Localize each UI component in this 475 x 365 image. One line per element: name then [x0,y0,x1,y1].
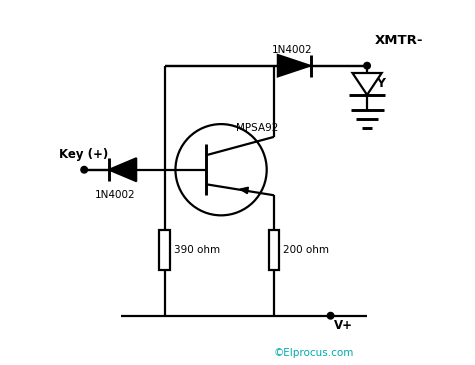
Polygon shape [278,55,311,77]
Text: MPSA92: MPSA92 [236,123,278,133]
Polygon shape [240,187,248,193]
Circle shape [364,62,370,69]
Bar [159,230,170,270]
Circle shape [81,166,87,173]
Text: Y: Y [376,77,385,90]
Text: ©Elprocus.com: ©Elprocus.com [274,348,354,358]
Text: XMTR-: XMTR- [374,34,423,47]
Polygon shape [352,73,382,95]
Polygon shape [109,158,136,181]
Text: 1N4002: 1N4002 [95,190,135,200]
Circle shape [327,312,334,319]
Text: 390 ohm: 390 ohm [174,245,220,255]
Text: Key (+): Key (+) [58,147,108,161]
Text: 200 ohm: 200 ohm [283,245,329,255]
Text: 1N4002: 1N4002 [272,45,313,55]
Text: V+: V+ [334,319,353,333]
Bar [268,230,279,270]
